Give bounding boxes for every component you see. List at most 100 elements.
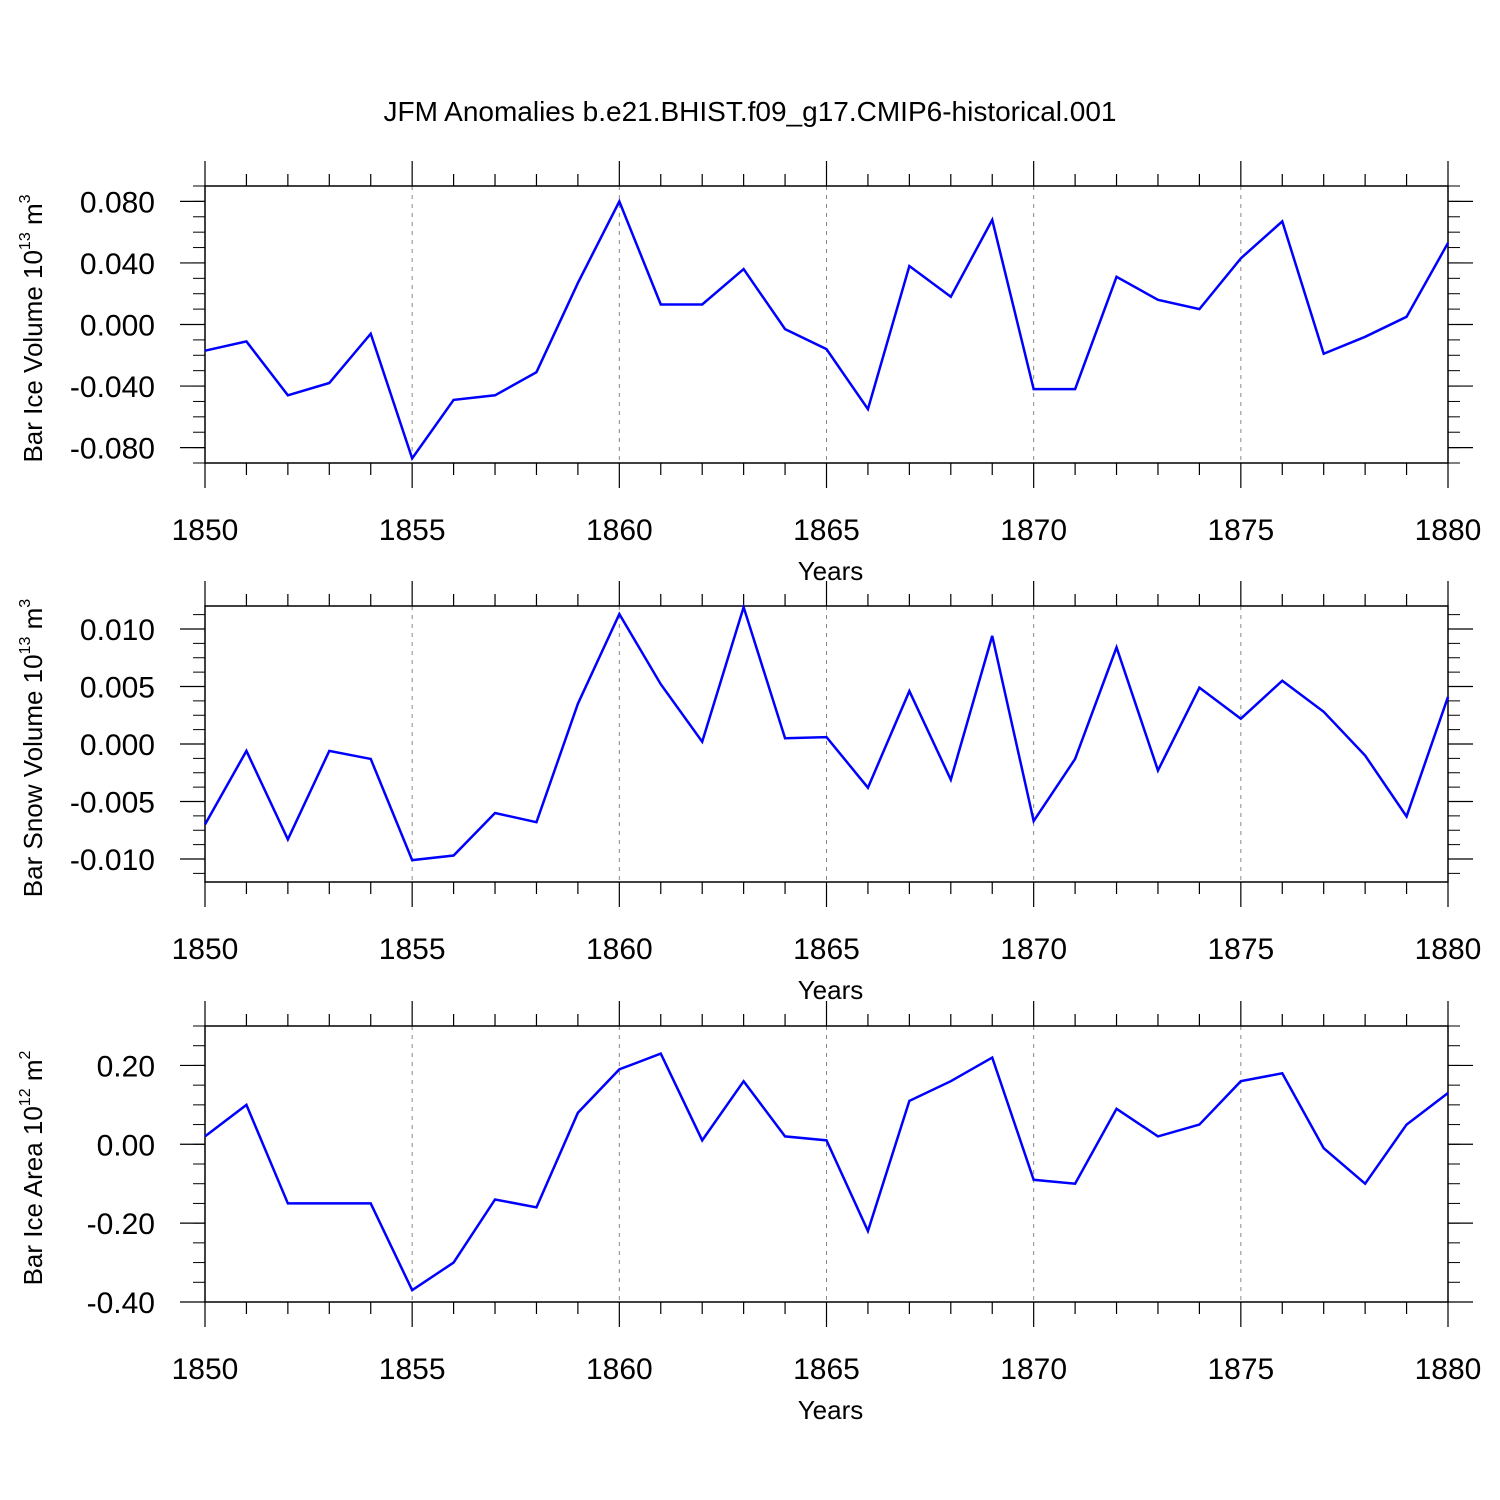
data-point — [204, 1135, 206, 1137]
data-point — [577, 282, 579, 284]
data-point — [618, 613, 620, 615]
y-tick-label: 0.20 — [97, 1050, 155, 1083]
data-point — [618, 1068, 620, 1070]
chart-title: JFM Anomalies b.e21.BHIST.f09_g17.CMIP6-… — [383, 96, 1117, 127]
x-tick-label: 1875 — [1207, 1353, 1274, 1386]
x-tick-label: 1850 — [172, 933, 239, 966]
data-point — [1281, 1072, 1283, 1074]
data-point — [1116, 1108, 1118, 1110]
data-point — [1281, 680, 1283, 682]
x-axis-title: Years — [798, 975, 864, 1005]
series-line — [204, 198, 1450, 462]
data-point — [867, 408, 869, 410]
x-tick-label: 1855 — [379, 1353, 446, 1386]
x-tick-label: 1875 — [1207, 933, 1274, 966]
data-point — [494, 1198, 496, 1200]
y-axis-title: Bar Ice Area 1012 m2 — [17, 1050, 48, 1285]
data-point — [453, 1262, 455, 1264]
data-point — [245, 1104, 247, 1106]
data-point — [1406, 316, 1408, 318]
data-point — [1364, 336, 1366, 338]
x-tick-label: 1870 — [1000, 1353, 1067, 1386]
data-point — [1074, 1183, 1076, 1185]
data-point — [1323, 711, 1325, 713]
y-tick-label: 0.00 — [97, 1129, 155, 1162]
data-point — [1240, 1080, 1242, 1082]
data-point — [867, 787, 869, 789]
chart-panel-1: 0.080 0.040 0.000 -0.040 -0.080 1850 1855 1860 1… — [17, 161, 1481, 586]
series-line — [204, 1052, 1449, 1293]
data-point — [743, 606, 745, 608]
y-tick-label: -0.005 — [70, 787, 155, 820]
data-point — [1157, 299, 1159, 301]
series-line — [203, 602, 1450, 862]
data-point — [1033, 820, 1035, 822]
data-point — [701, 1139, 703, 1141]
y-tick-label: 0.005 — [80, 672, 155, 705]
data-point — [577, 1112, 579, 1114]
x-axis-title: Years — [798, 556, 864, 586]
data-point — [204, 824, 206, 826]
data-point — [950, 1080, 952, 1082]
data-point — [1074, 388, 1076, 390]
data-point — [908, 265, 910, 267]
x-tick-label: 1880 — [1415, 933, 1482, 966]
data-point — [1364, 1183, 1366, 1185]
y-tick-label: -0.010 — [70, 844, 155, 877]
data-point — [1116, 276, 1118, 278]
data-point — [287, 838, 289, 840]
data-point — [1033, 1179, 1035, 1181]
y-tick-label: 0.000 — [80, 310, 155, 343]
data-point — [1406, 1124, 1408, 1126]
data-point — [826, 736, 828, 738]
data-point — [660, 683, 662, 685]
data-point — [1447, 1092, 1449, 1094]
data-point — [411, 859, 413, 861]
data-point — [908, 1100, 910, 1102]
data-point — [826, 348, 828, 350]
data-point — [287, 394, 289, 396]
x-tick-label: 1865 — [793, 514, 860, 547]
x-tick-label: 1875 — [1207, 514, 1274, 547]
y-tick-label: -0.040 — [70, 371, 155, 404]
data-point — [453, 399, 455, 401]
data-point — [1447, 696, 1449, 698]
y-tick-label: 0.010 — [80, 614, 155, 647]
x-tick-label: 1880 — [1415, 1353, 1482, 1386]
data-point — [370, 1202, 372, 1204]
x-tick-label: 1855 — [379, 933, 446, 966]
y-tick-label: 0.040 — [80, 248, 155, 281]
data-point — [784, 737, 786, 739]
data-point — [701, 741, 703, 743]
y-tick-label: 0.000 — [80, 729, 155, 762]
chart-panel-2: 0.010 0.005 0.000 -0.005 -0.010 1850 1855 1860 1… — [17, 581, 1481, 1005]
data-point — [535, 1206, 537, 1208]
data-point — [535, 821, 537, 823]
data-point — [328, 750, 330, 752]
data-point — [494, 394, 496, 396]
data-point — [1198, 1124, 1200, 1126]
data-point — [950, 296, 952, 298]
data-point — [784, 328, 786, 330]
data-point — [660, 1053, 662, 1055]
data-point — [453, 855, 455, 857]
chart-panel-3: 0.20 0.00 -0.20 -0.40 1850 1855 1860 1865 1870 18… — [17, 1001, 1481, 1425]
data-point — [1447, 242, 1449, 244]
data-point — [1323, 1147, 1325, 1149]
y-tick-label: -0.20 — [87, 1208, 155, 1241]
data-point — [1198, 687, 1200, 689]
data-point — [1281, 220, 1283, 222]
data-point — [1033, 388, 1035, 390]
data-point — [826, 1139, 828, 1141]
data-point — [328, 382, 330, 384]
data-point — [743, 1080, 745, 1082]
data-point — [1074, 758, 1076, 760]
x-axis-title: Years — [798, 1395, 864, 1425]
y-axis-title: Bar Snow Volume 1013 m3 — [17, 599, 48, 898]
data-point — [991, 219, 993, 221]
data-point — [494, 812, 496, 814]
data-point — [535, 371, 537, 373]
data-point — [577, 703, 579, 705]
y-axis-title: Bar Ice Volume 1013 m3 — [17, 194, 48, 462]
